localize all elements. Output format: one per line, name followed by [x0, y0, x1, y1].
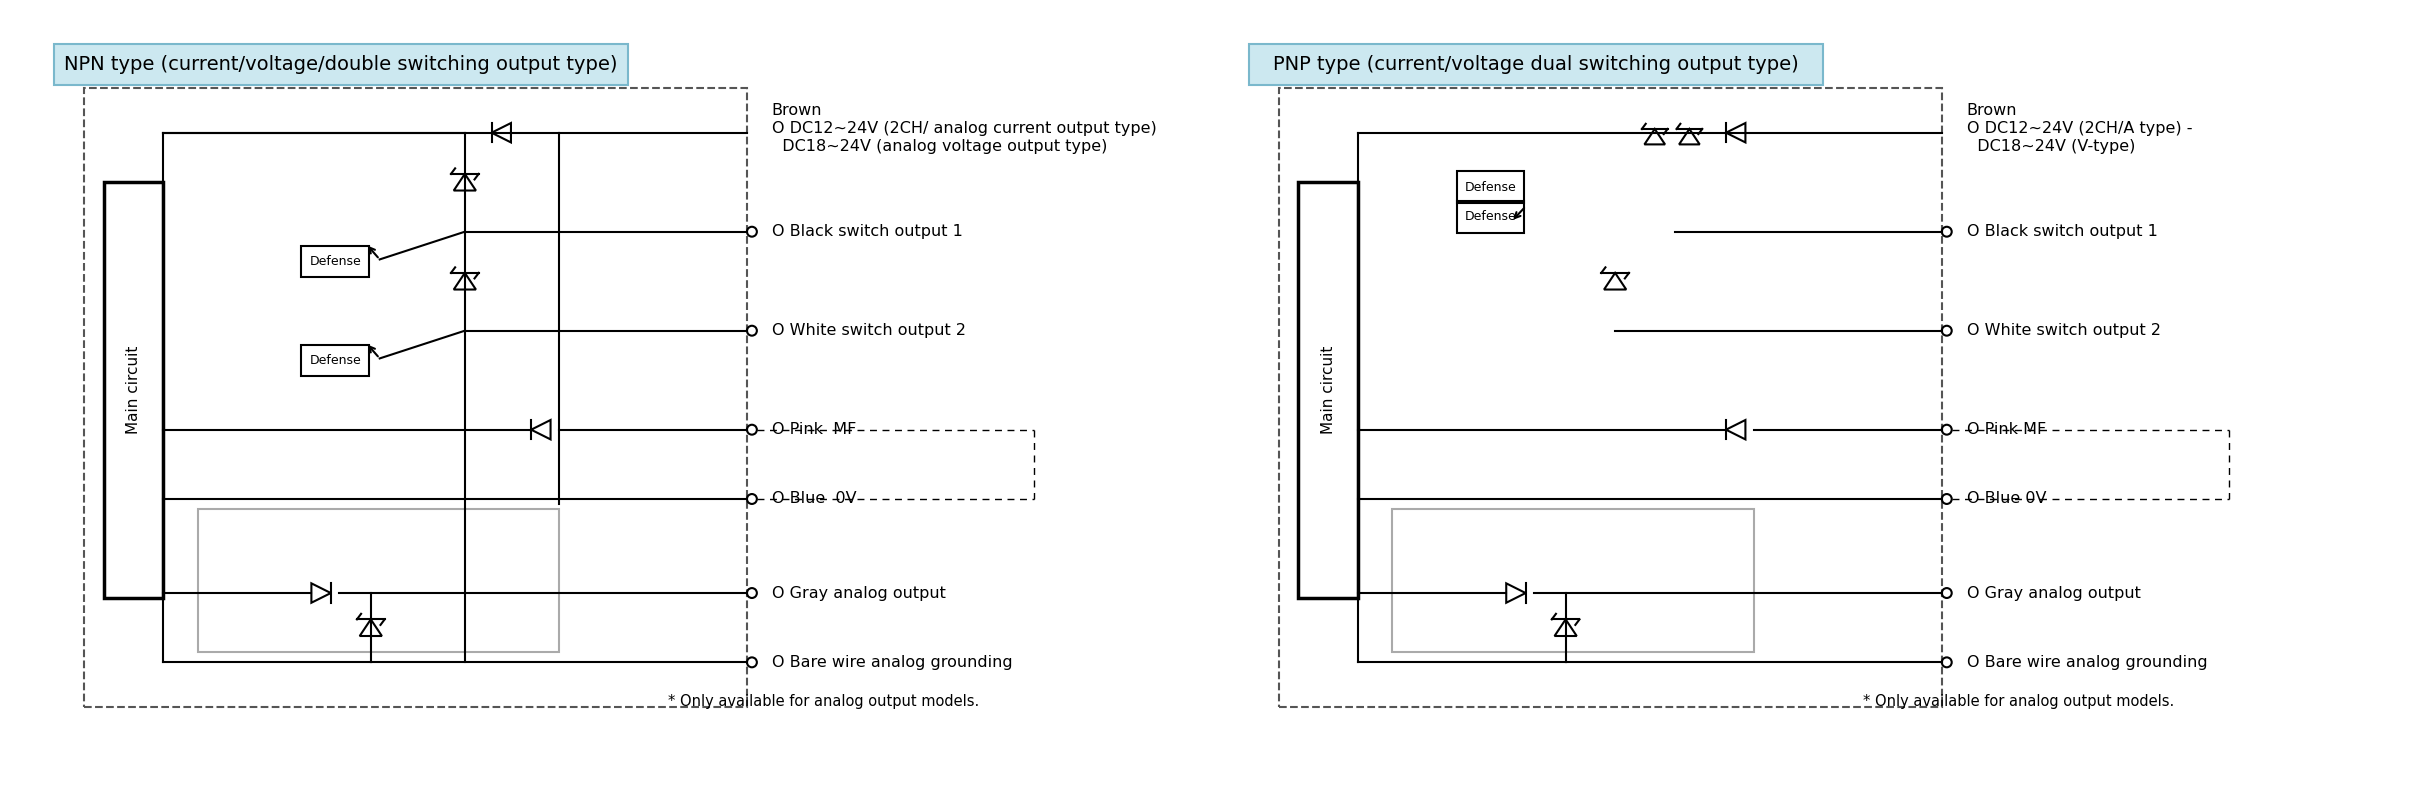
Text: O Blue 0V: O Blue 0V: [1966, 491, 2046, 506]
Bar: [1278, 88, 1942, 707]
Text: O Gray analog output: O Gray analog output: [1966, 586, 2140, 601]
FancyBboxPatch shape: [1249, 44, 1823, 86]
Text: DC18~24V (analog voltage output type): DC18~24V (analog voltage output type): [773, 139, 1106, 154]
Bar: [1456, 201, 1524, 233]
Text: DC18~24V (V-type): DC18~24V (V-type): [1966, 139, 2135, 154]
Text: Defense: Defense: [1463, 210, 1517, 223]
Text: O Gray analog output: O Gray analog output: [773, 586, 947, 601]
Text: Defense: Defense: [309, 354, 360, 367]
Bar: [85, 88, 746, 707]
Text: O Black switch output 1: O Black switch output 1: [773, 224, 964, 239]
Text: O DC12~24V (2CH/A type) -: O DC12~24V (2CH/A type) -: [1966, 122, 2193, 136]
Bar: [302, 246, 369, 278]
Text: O Pink  MF: O Pink MF: [773, 422, 855, 437]
Bar: [198, 509, 558, 653]
Text: O DC12~24V (2CH/ analog current output type): O DC12~24V (2CH/ analog current output t…: [773, 122, 1157, 136]
Text: O Pink MF: O Pink MF: [1966, 422, 2046, 437]
Text: Main circuit: Main circuit: [1321, 346, 1335, 434]
Text: Defense: Defense: [309, 255, 360, 268]
Text: O Bare wire analog grounding: O Bare wire analog grounding: [773, 655, 1012, 670]
Text: Defense: Defense: [1463, 181, 1517, 194]
Bar: [1299, 182, 1357, 598]
Text: O Black switch output 1: O Black switch output 1: [1966, 224, 2157, 239]
Text: Brown: Brown: [773, 103, 821, 118]
Text: * Only available for analog output models.: * Only available for analog output model…: [669, 694, 978, 710]
Text: PNP type (current/voltage dual switching output type): PNP type (current/voltage dual switching…: [1273, 55, 1799, 74]
Text: Brown: Brown: [1966, 103, 2017, 118]
Text: Main circuit: Main circuit: [126, 346, 140, 434]
Text: * Only available for analog output models.: * Only available for analog output model…: [1862, 694, 2174, 710]
Bar: [302, 345, 369, 376]
Text: O White switch output 2: O White switch output 2: [773, 323, 966, 338]
Text: O Blue  0V: O Blue 0V: [773, 491, 857, 506]
FancyBboxPatch shape: [53, 44, 628, 86]
Text: O Bare wire analog grounding: O Bare wire analog grounding: [1966, 655, 2207, 670]
Text: O White switch output 2: O White switch output 2: [1966, 323, 2161, 338]
Text: NPN type (current/voltage/double switching output type): NPN type (current/voltage/double switchi…: [65, 55, 618, 74]
Bar: [1393, 509, 1753, 653]
Bar: [1456, 171, 1524, 203]
Bar: [104, 182, 162, 598]
